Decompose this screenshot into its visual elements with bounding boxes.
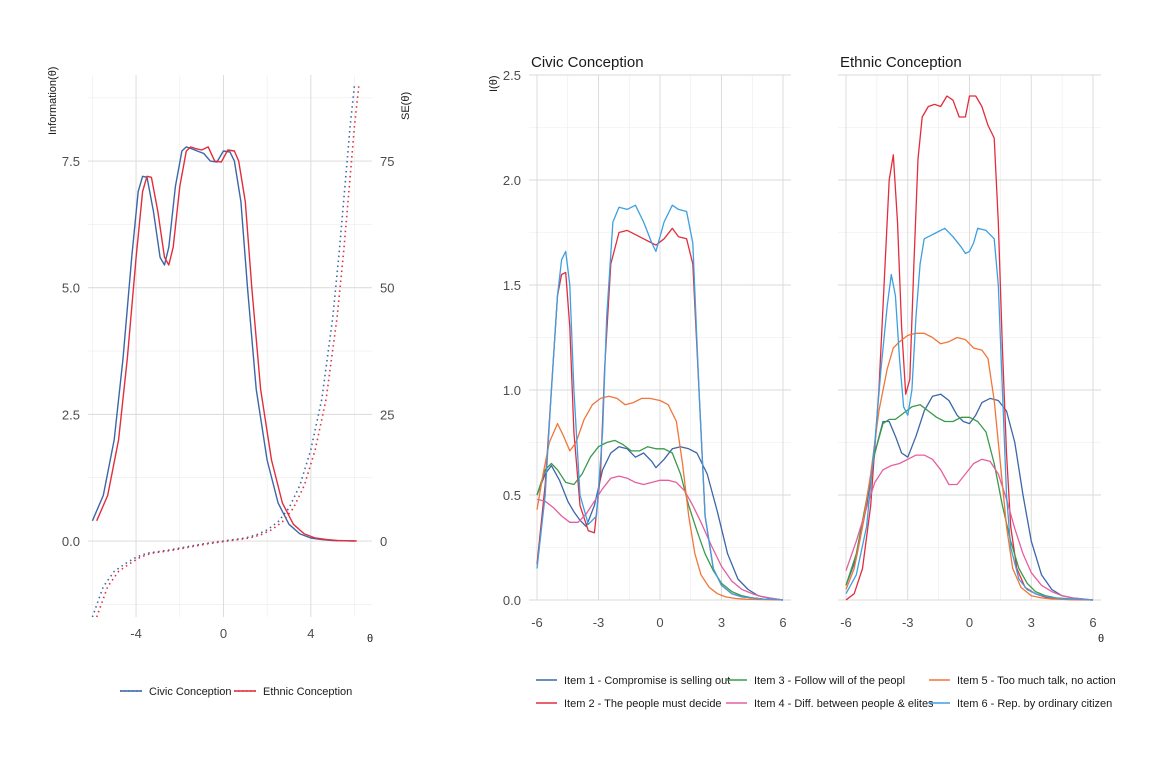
legend-label-item5: Item 5 - Too much talk, no action [957,675,1116,687]
x-tick-label: -6 [531,615,543,630]
y-tick-label: 1.0 [503,383,521,398]
information-curve-ethnic [96,146,357,542]
information-se-panel: -4 0 4 0.0 2.5 5.0 7.5 0 25 50 75 [62,75,394,641]
x-tick-label: 3 [718,615,725,630]
se-axis-label: SE(θ) [400,92,412,120]
ethnic-item6-curve [845,227,1094,601]
y-tick-label: 0.5 [503,488,521,503]
civic-item1-curve [536,446,784,601]
ethnic-panel-title: Ethnic Conception [840,54,962,71]
ethnic-item-information-panel: -6 -3 0 3 6 [838,74,1101,630]
left-theta-axis-label: θ [367,633,373,645]
civic-panel-title: Civic Conception [531,54,644,71]
y2-tick-label: 50 [380,281,394,296]
legend-label-item4: Item 4 - Diff. between people & elites [754,698,934,710]
information-axis-label: Information(θ) [47,67,59,135]
legend-label-civic: Civic Conception [149,686,232,698]
information-curve-civic [91,146,355,542]
x-tick-label: -4 [130,626,142,641]
ethnic-item2-curve [845,95,1094,601]
ethnic-item4-curve [845,454,1094,601]
legend-label-item3: Item 3 - Follow will of the peopl [754,675,905,687]
ethnic-item5-curve [845,332,1094,601]
right-theta-axis-label: θ [1098,633,1104,645]
civic-item4-curve [536,475,784,601]
legend-label-item6: Item 6 - Rep. by ordinary citizen [957,698,1112,710]
y2-tick-label: 0 [380,534,387,549]
y-tick-label: 2.5 [503,68,521,83]
legend-label-item1: Item 1 - Compromise is selling out [564,675,730,687]
x-tick-label: 6 [779,615,786,630]
legend-label-ethnic: Ethnic Conception [263,686,352,698]
x-tick-label: 0 [656,615,663,630]
right-legend: Item 1 - Compromise is selling out Item … [536,675,1116,710]
x-tick-label: -3 [593,615,605,630]
legend-label-item2: Item 2 - The people must decide [564,698,722,710]
y-tick-label: 0.0 [503,593,521,608]
y-tick-label: 5.0 [62,281,80,296]
y-tick-label: 2.5 [62,407,80,422]
x-tick-label: 0 [220,626,227,641]
x-tick-label: 0 [966,615,973,630]
civic-item3-curve [536,439,784,601]
y2-tick-label: 25 [380,407,394,422]
se-curve-civic [91,85,356,618]
x-tick-label: 3 [1028,615,1035,630]
left-legend: Civic Conception Ethnic Conception [120,686,352,698]
x-tick-label: 4 [307,626,314,641]
x-tick-label: -3 [902,615,914,630]
y-tick-label: 7.5 [62,154,80,169]
civic-item6-curve [536,204,784,601]
civic-item5-curve [536,395,784,601]
ethnic-item3-curve [845,404,1094,601]
item-information-axis-label: I(θ) [488,76,500,93]
x-tick-label: 6 [1089,615,1096,630]
y-tick-label: 2.0 [503,173,521,188]
y2-tick-label: 75 [380,154,394,169]
y-tick-label: 1.5 [503,278,521,293]
se-curve-ethnic [95,85,360,618]
civic-item-information-panel: -6 -3 0 3 6 0.0 0.5 1.0 1.5 2.0 2.5 [503,68,791,630]
y-tick-label: 0.0 [62,534,80,549]
x-tick-label: -6 [840,615,852,630]
